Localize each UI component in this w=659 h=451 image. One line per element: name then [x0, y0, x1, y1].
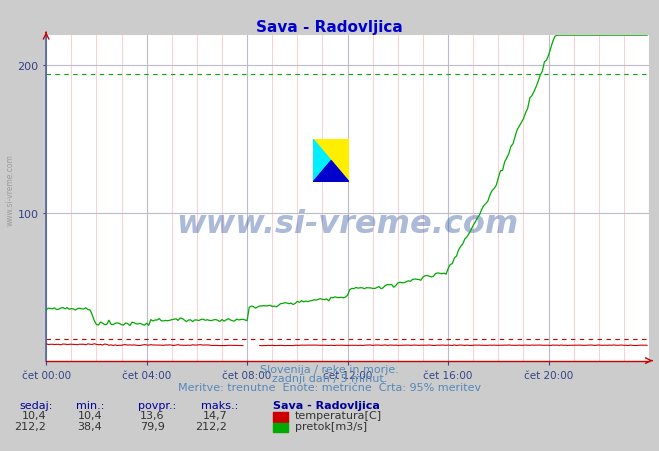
Text: 14,7: 14,7: [202, 410, 227, 420]
Text: min.:: min.:: [76, 400, 104, 410]
Polygon shape: [313, 140, 331, 183]
Text: 10,4: 10,4: [78, 410, 102, 420]
Text: temperatura[C]: temperatura[C]: [295, 410, 382, 420]
Text: 13,6: 13,6: [140, 410, 165, 420]
Text: Sava - Radovljica: Sava - Radovljica: [273, 400, 380, 410]
Text: zadnji dan / 5 minut.: zadnji dan / 5 minut.: [272, 373, 387, 383]
Text: Slovenija / reke in morje.: Slovenija / reke in morje.: [260, 364, 399, 374]
Text: 212,2: 212,2: [196, 421, 227, 431]
Text: 38,4: 38,4: [77, 421, 102, 431]
Text: pretok[m3/s]: pretok[m3/s]: [295, 421, 366, 431]
Text: 10,4: 10,4: [22, 410, 46, 420]
Text: www.si-vreme.com: www.si-vreme.com: [177, 209, 519, 240]
Text: 79,9: 79,9: [140, 421, 165, 431]
Text: povpr.:: povpr.:: [138, 400, 177, 410]
Text: Meritve: trenutne  Enote: metrične  Črta: 95% meritev: Meritve: trenutne Enote: metrične Črta: …: [178, 382, 481, 392]
Text: Sava - Radovljica: Sava - Radovljica: [256, 20, 403, 35]
Polygon shape: [313, 161, 349, 183]
Text: maks.:: maks.:: [201, 400, 239, 410]
Text: sedaj:: sedaj:: [20, 400, 53, 410]
Text: www.si-vreme.com: www.si-vreme.com: [5, 153, 14, 226]
Text: 212,2: 212,2: [14, 421, 46, 431]
